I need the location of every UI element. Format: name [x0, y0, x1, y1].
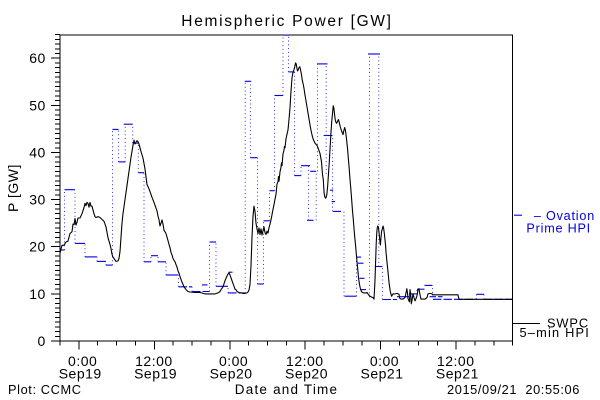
svg-text:2015/09/21 20:55:06: 2015/09/21 20:55:06	[447, 382, 580, 397]
svg-text:40: 40	[29, 145, 46, 161]
svg-text:Sep21: Sep21	[361, 366, 404, 382]
svg-text:Prime HPI: Prime HPI	[526, 221, 591, 235]
svg-text:0:00: 0:00	[219, 353, 248, 369]
svg-text:60: 60	[29, 50, 46, 66]
svg-text:Hemispheric Power [GW]: Hemispheric Power [GW]	[181, 13, 392, 30]
svg-text:50: 50	[29, 97, 46, 113]
svg-text:Sep20: Sep20	[210, 366, 253, 382]
svg-text:Plot: CCMC: Plot: CCMC	[8, 382, 82, 397]
svg-text:0:00: 0:00	[370, 353, 399, 369]
svg-text:0: 0	[38, 333, 46, 349]
svg-text:Date and Time: Date and Time	[235, 382, 338, 397]
svg-text:30: 30	[29, 192, 46, 208]
svg-text:0:00: 0:00	[68, 353, 97, 369]
svg-text:20: 20	[29, 239, 46, 255]
svg-text:12:00: 12:00	[135, 353, 173, 369]
svg-text:5–min HPI: 5–min HPI	[519, 325, 590, 340]
svg-text:P [GW]: P [GW]	[5, 164, 21, 212]
svg-text:Sep19: Sep19	[134, 366, 177, 382]
svg-text:12:00: 12:00	[437, 353, 475, 369]
svg-text:Sep20: Sep20	[285, 366, 328, 382]
svg-text:Sep19: Sep19	[59, 366, 102, 382]
svg-text:Sep21: Sep21	[436, 366, 479, 382]
svg-text:– Ovation: – Ovation	[534, 209, 595, 223]
svg-text:10: 10	[29, 286, 46, 302]
svg-text:12:00: 12:00	[286, 353, 324, 369]
svg-text:SWPC: SWPC	[547, 315, 589, 330]
